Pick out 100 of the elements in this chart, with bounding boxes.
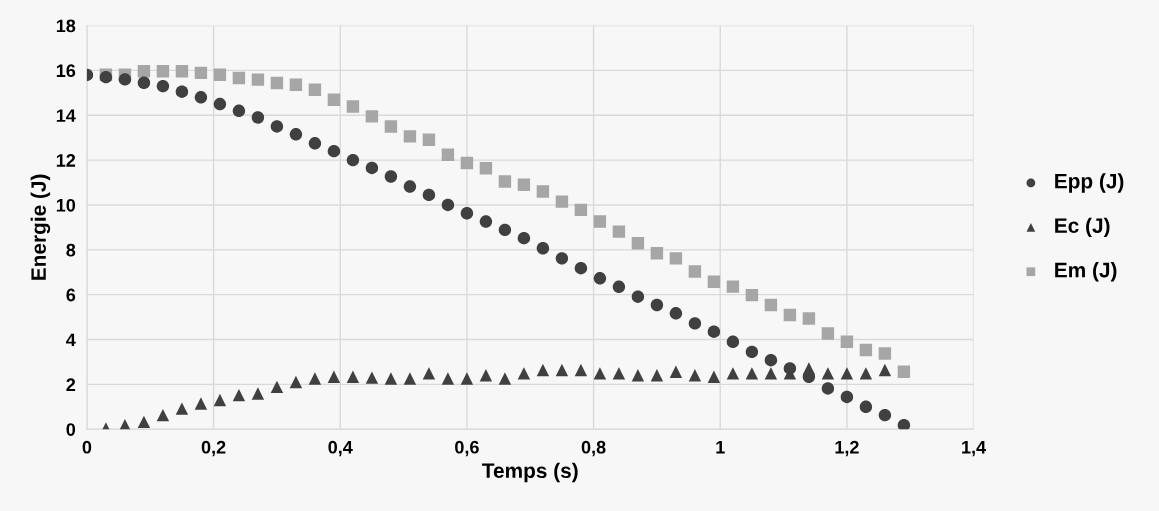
point — [745, 345, 759, 359]
point — [650, 298, 664, 312]
point — [365, 161, 379, 175]
y-tick-label: 8 — [66, 243, 76, 257]
point — [764, 353, 778, 367]
legend-label: Ec (J) — [1055, 217, 1110, 238]
point — [878, 347, 892, 360]
point — [270, 120, 284, 133]
point — [403, 372, 417, 385]
point — [878, 408, 892, 422]
point — [365, 371, 379, 384]
point — [536, 363, 550, 377]
y-axis-title: Energie (J) — [30, 174, 51, 280]
x-tick-label: 1 — [716, 441, 725, 454]
point — [631, 368, 645, 382]
point — [213, 393, 227, 407]
point — [327, 93, 341, 106]
point — [555, 252, 569, 265]
point — [650, 368, 664, 382]
point — [251, 73, 265, 86]
y-tick-label: 16 — [56, 64, 76, 78]
point — [764, 367, 778, 380]
point — [593, 215, 607, 228]
point — [688, 265, 702, 278]
point — [859, 343, 873, 357]
point — [669, 252, 683, 265]
point — [327, 144, 341, 158]
point — [460, 372, 474, 385]
point — [441, 148, 455, 161]
y-tick-label: 2 — [66, 378, 76, 391]
point — [840, 367, 854, 380]
point — [859, 400, 873, 414]
point — [460, 156, 474, 170]
point — [745, 367, 759, 380]
point — [479, 161, 493, 175]
point — [194, 66, 208, 80]
point — [175, 402, 189, 415]
point — [631, 237, 645, 250]
point — [479, 368, 493, 382]
point — [422, 367, 436, 380]
point — [726, 280, 740, 293]
point — [479, 215, 493, 228]
y-tick-label: 12 — [56, 154, 76, 167]
point — [612, 280, 626, 294]
y-tick-label: 0 — [66, 423, 76, 436]
point — [289, 78, 303, 91]
point — [365, 110, 379, 123]
point — [384, 372, 398, 385]
point — [802, 312, 816, 325]
point — [631, 290, 645, 303]
point — [859, 367, 873, 380]
point — [897, 365, 911, 379]
point — [593, 272, 607, 285]
x-tick-label: 1,2 — [835, 440, 859, 457]
y-tick-label: 10 — [56, 198, 76, 212]
point — [384, 170, 398, 183]
point — [574, 203, 588, 217]
point — [194, 91, 208, 104]
point — [802, 370, 816, 383]
point — [422, 188, 436, 202]
point — [137, 415, 151, 429]
point — [688, 317, 702, 330]
point — [688, 368, 702, 382]
point — [669, 365, 683, 379]
point — [441, 198, 455, 212]
point — [232, 71, 246, 85]
point — [232, 388, 246, 402]
point — [707, 275, 721, 288]
point — [460, 207, 474, 220]
point — [574, 363, 588, 377]
point — [213, 97, 227, 111]
point — [403, 130, 417, 143]
x-tick-label: 0,2 — [201, 440, 226, 457]
point — [783, 308, 797, 322]
point — [270, 76, 284, 90]
point — [840, 335, 854, 348]
point — [137, 65, 151, 78]
point — [897, 418, 911, 430]
point — [156, 408, 170, 422]
point — [821, 327, 835, 340]
point — [821, 382, 835, 395]
y-tick-label: 6 — [66, 288, 76, 302]
point — [213, 68, 227, 81]
point — [251, 111, 265, 124]
point — [536, 185, 550, 198]
point — [498, 372, 512, 385]
point — [308, 83, 322, 96]
point — [745, 288, 759, 302]
point — [707, 325, 721, 338]
point — [555, 195, 569, 208]
point — [840, 390, 854, 404]
point — [593, 367, 607, 380]
point — [308, 372, 322, 385]
x-axis-title: Temps (s) — [482, 462, 578, 483]
x-tick-label: 0 — [82, 440, 92, 454]
point — [137, 76, 151, 89]
point — [156, 79, 170, 93]
x-tick-label: 0,8 — [581, 440, 606, 457]
y-tick-label: 4 — [66, 333, 76, 347]
point — [498, 223, 512, 237]
